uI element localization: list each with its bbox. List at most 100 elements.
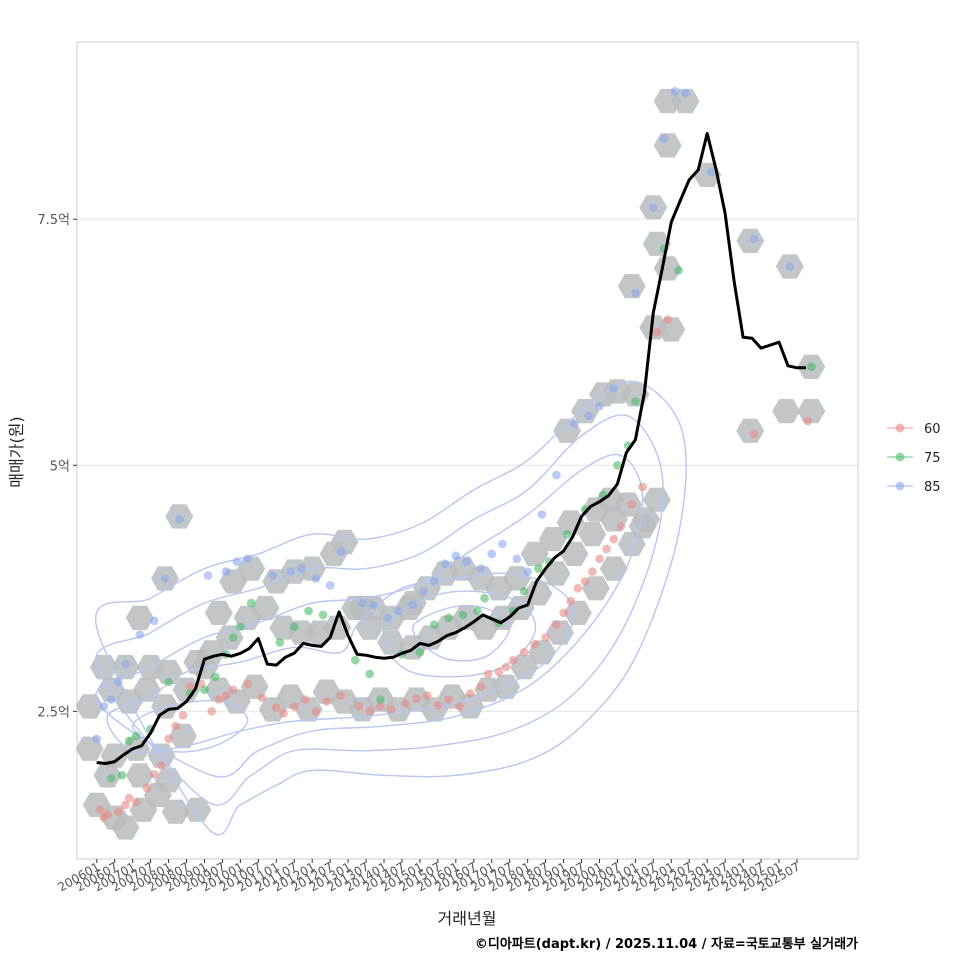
hexbin-cell: [599, 556, 628, 581]
data-point-60: [142, 783, 152, 793]
hexbin-cell: [237, 556, 266, 581]
trend-line: [96, 132, 806, 765]
data-point-60: [552, 620, 561, 629]
data-point-60: [483, 669, 493, 679]
plot-border: [76, 41, 859, 860]
data-point-85: [609, 384, 619, 393]
data-point-75: [106, 774, 116, 783]
data-point-60: [609, 534, 619, 544]
data-point-85: [440, 559, 450, 568]
data-point-85: [221, 567, 231, 576]
data-point-85: [114, 677, 123, 687]
hexbin-cell: [125, 605, 154, 630]
data-point-85: [430, 577, 439, 586]
data-point-75: [236, 622, 245, 631]
data-point-60: [412, 694, 421, 703]
data-point-60: [530, 640, 540, 649]
data-point-60: [124, 793, 134, 803]
data-point-75: [365, 669, 375, 679]
hexbin-cell: [305, 620, 334, 645]
density-contour-layer: [94, 380, 687, 836]
hexbin-cell: [377, 630, 406, 655]
data-point-75: [124, 736, 134, 746]
hexbin-cell: [93, 763, 122, 788]
data-point-60: [171, 721, 180, 731]
data-point-75: [318, 610, 328, 620]
data-point-60: [559, 608, 568, 618]
data-point-75: [519, 587, 529, 596]
data-point-60: [444, 695, 453, 704]
legend-label: 75: [924, 451, 941, 466]
data-point-60: [103, 810, 112, 819]
data-point-85: [537, 510, 547, 519]
data-point-85: [311, 574, 321, 583]
hexbin-cell: [563, 600, 592, 625]
data-point-85: [681, 88, 690, 98]
data-point-60: [336, 691, 346, 700]
data-point-60: [566, 596, 575, 606]
data-point-60: [501, 662, 511, 672]
legend-key-dot: [895, 481, 905, 491]
data-point-85: [243, 554, 252, 564]
density-contour: [94, 453, 644, 778]
hexbin-cell: [125, 763, 154, 788]
data-point-75: [200, 685, 209, 694]
hexbin-cell: [538, 527, 567, 552]
data-point-85: [706, 167, 716, 177]
data-point-60: [164, 734, 173, 744]
data-point-85: [92, 734, 101, 744]
data-point-60: [588, 567, 597, 576]
data-point-85: [659, 134, 669, 143]
data-point-75: [674, 266, 683, 275]
data-point-60: [214, 695, 224, 704]
data-point-60: [663, 315, 672, 324]
data-point-60: [311, 707, 321, 716]
density-contour: [382, 590, 537, 678]
data-point-60: [749, 429, 759, 439]
hexbin-cell: [657, 317, 686, 342]
data-point-85: [368, 600, 378, 610]
data-point-60: [627, 500, 637, 509]
data-point-60: [365, 707, 375, 716]
data-point-60: [519, 648, 529, 657]
density-contour: [94, 414, 664, 806]
data-point-75: [117, 771, 127, 780]
hexbin-cell: [693, 162, 722, 187]
data-point-75: [415, 648, 425, 657]
density-contour: [106, 572, 576, 754]
data-point-75: [376, 695, 385, 704]
y-tick-label: 7.5억: [37, 213, 70, 228]
hexbin-cell: [348, 595, 377, 621]
data-point-75: [458, 610, 468, 620]
data-point-75: [351, 655, 360, 665]
data-point-85: [106, 695, 116, 704]
data-point-85: [487, 549, 497, 559]
data-point-85: [394, 606, 403, 616]
hexbin-cell: [133, 677, 161, 702]
data-point-85: [99, 702, 109, 711]
caption: ©디아파트(dapt.kr) / 2025.11.04 / 자료=국토교통부 실…: [475, 936, 858, 952]
hexbin-cell: [542, 561, 571, 586]
data-point-85: [523, 567, 532, 576]
data-point-60: [354, 702, 364, 711]
data-point-60: [616, 522, 626, 531]
hexbin-cell: [520, 541, 549, 566]
data-point-85: [203, 571, 213, 580]
data-point-60: [580, 577, 590, 586]
data-point-60: [638, 482, 647, 492]
data-point-60: [803, 416, 812, 426]
data-point-60: [476, 682, 486, 691]
density-contour: [131, 699, 249, 753]
y-tick-label: 5억: [50, 459, 70, 474]
data-point-60: [178, 711, 188, 720]
data-point-75: [246, 598, 256, 608]
data-point-85: [286, 567, 296, 576]
data-point-85: [268, 571, 278, 580]
data-point-75: [275, 638, 285, 647]
hexbin-cell: [736, 418, 765, 443]
data-point-60: [386, 705, 396, 714]
data-point-60: [300, 695, 310, 704]
data-point-60: [272, 703, 281, 712]
x-axis: 2006012006072007012007072008012008072009…: [56, 859, 802, 895]
data-point-60: [602, 544, 611, 554]
